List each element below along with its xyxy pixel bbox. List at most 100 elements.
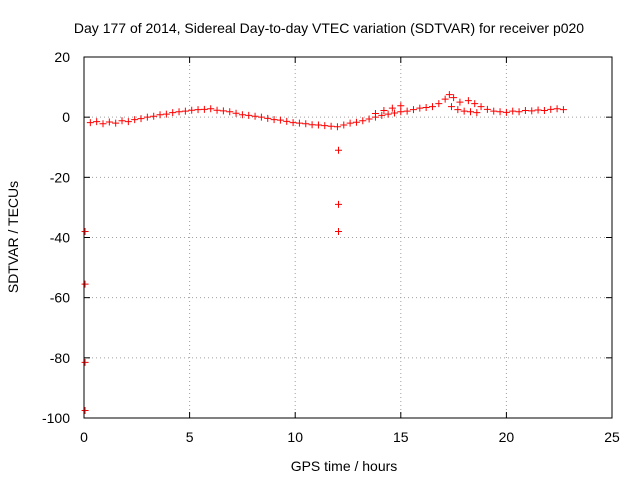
data-point bbox=[175, 108, 183, 116]
x-tick-labels: 0 5 10 15 20 25 bbox=[80, 429, 620, 445]
data-point bbox=[289, 119, 297, 127]
data-point bbox=[528, 107, 536, 115]
data-point bbox=[397, 102, 405, 110]
data-point bbox=[509, 107, 517, 115]
data-point bbox=[295, 119, 303, 127]
data-point bbox=[81, 406, 89, 414]
data-point bbox=[390, 109, 398, 117]
data-point bbox=[118, 117, 126, 125]
x-axis-label: GPS time / hours bbox=[291, 458, 398, 474]
data-point bbox=[450, 94, 458, 102]
data-point bbox=[156, 111, 164, 119]
data-point bbox=[388, 104, 396, 112]
data-point bbox=[346, 119, 354, 127]
data-point bbox=[232, 109, 240, 117]
y-tick-label: 20 bbox=[54, 49, 70, 65]
y-tick-labels: -100 -80 -60 -40 -20 0 20 bbox=[42, 49, 70, 426]
y-tick-label: -60 bbox=[50, 290, 70, 306]
y-tick-label: 0 bbox=[62, 109, 70, 125]
data-point bbox=[502, 108, 510, 116]
data-point bbox=[422, 104, 430, 112]
data-point bbox=[496, 108, 504, 116]
y-tick-label: -20 bbox=[50, 169, 70, 185]
data-point bbox=[416, 104, 424, 112]
data-point bbox=[251, 112, 259, 120]
data-point bbox=[464, 97, 472, 105]
data-point bbox=[490, 107, 498, 115]
data-point bbox=[181, 107, 189, 115]
data-point bbox=[460, 107, 468, 115]
data-point bbox=[365, 115, 373, 123]
data-point bbox=[99, 120, 107, 128]
data-point bbox=[333, 123, 341, 131]
data-point bbox=[359, 117, 367, 125]
data-point bbox=[553, 105, 561, 113]
data-point bbox=[340, 121, 348, 129]
data-point bbox=[378, 111, 386, 119]
y-tick-label: -80 bbox=[50, 350, 70, 366]
data-point bbox=[456, 98, 464, 106]
data-point bbox=[169, 109, 177, 117]
y-tick-label: -100 bbox=[42, 410, 70, 426]
x-tick-label: 25 bbox=[604, 429, 620, 445]
data-point bbox=[540, 107, 548, 115]
data-point bbox=[308, 121, 316, 129]
chart-title: Day 177 of 2014, Sidereal Day-to-day VTE… bbox=[74, 20, 584, 36]
data-point bbox=[515, 108, 523, 116]
data-point bbox=[334, 146, 342, 154]
data-point bbox=[334, 200, 342, 208]
data-point bbox=[397, 108, 405, 116]
data-point bbox=[473, 109, 481, 117]
data-point bbox=[257, 113, 265, 121]
x-tick-label: 15 bbox=[393, 429, 409, 445]
data-point bbox=[547, 105, 555, 113]
data-point bbox=[124, 118, 132, 126]
x-tick-label: 10 bbox=[287, 429, 303, 445]
data-point bbox=[188, 106, 196, 114]
x-tick-label: 5 bbox=[186, 429, 194, 445]
data-point bbox=[445, 91, 453, 99]
x-tick-label: 20 bbox=[499, 429, 515, 445]
data-point bbox=[219, 107, 227, 115]
data-point bbox=[112, 119, 120, 127]
data-point bbox=[428, 103, 436, 111]
data-point bbox=[403, 107, 411, 115]
data-point bbox=[150, 112, 158, 120]
data-point bbox=[454, 106, 462, 114]
data-point bbox=[477, 103, 485, 111]
y-axis-label: SDTVAR / TECUs bbox=[5, 181, 21, 293]
series-outliers bbox=[81, 146, 342, 414]
y-tick-label: -40 bbox=[50, 230, 70, 246]
data-point bbox=[200, 105, 208, 113]
data-point bbox=[213, 106, 221, 114]
data-point bbox=[352, 118, 360, 126]
data-point bbox=[534, 106, 542, 114]
data-point bbox=[521, 107, 529, 115]
data-point bbox=[238, 111, 246, 119]
data-point bbox=[384, 110, 392, 118]
data-point bbox=[245, 111, 253, 119]
grid-layer bbox=[84, 57, 612, 418]
data-point bbox=[105, 118, 113, 126]
data-point bbox=[409, 106, 417, 114]
data-point bbox=[81, 358, 89, 366]
data-point bbox=[435, 100, 443, 108]
data-point bbox=[226, 108, 234, 116]
data-point bbox=[314, 121, 322, 129]
data-point bbox=[380, 107, 388, 115]
series-sdtvar bbox=[86, 91, 567, 131]
data-point bbox=[207, 105, 215, 113]
data-point bbox=[302, 120, 310, 128]
data-point bbox=[559, 106, 567, 114]
data-point bbox=[137, 115, 145, 123]
data-point bbox=[264, 114, 272, 122]
data-point bbox=[86, 119, 94, 127]
data-point bbox=[81, 280, 89, 288]
data-point bbox=[194, 106, 202, 114]
points-layer bbox=[81, 91, 567, 414]
data-point bbox=[466, 108, 474, 116]
x-tick-label: 0 bbox=[80, 429, 88, 445]
data-point bbox=[81, 227, 89, 235]
